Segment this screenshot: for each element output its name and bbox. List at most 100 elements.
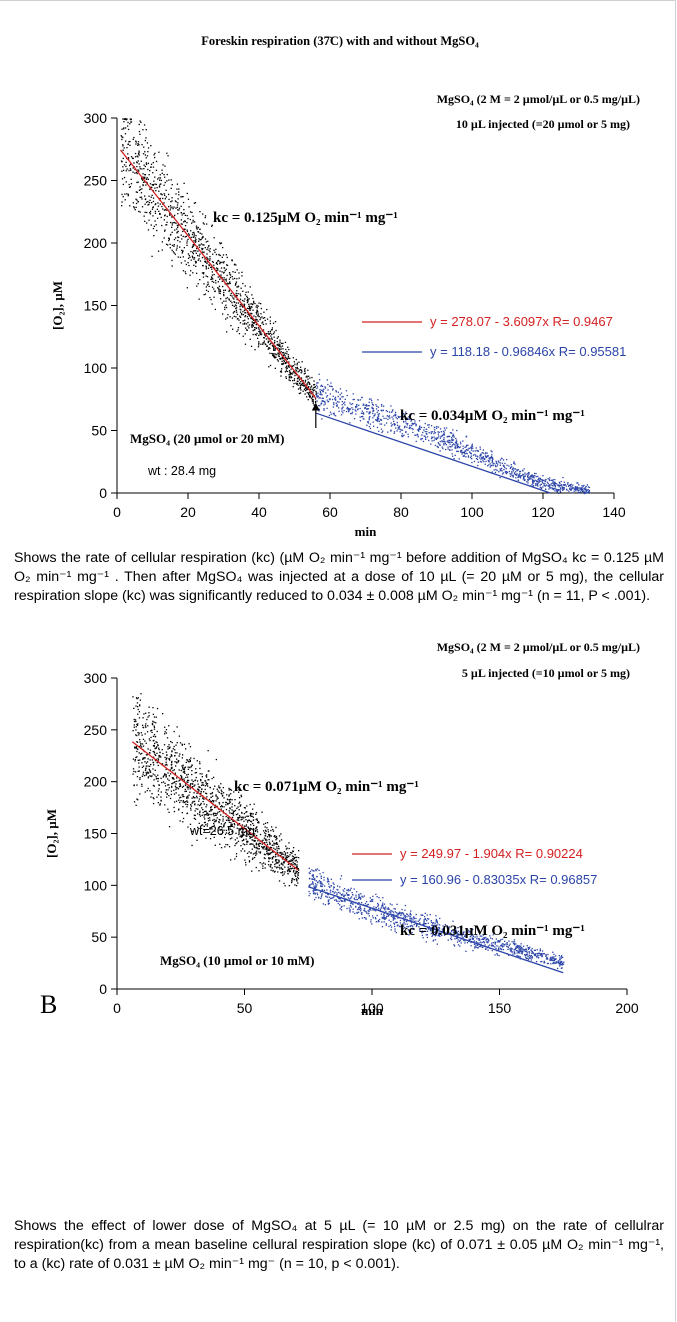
data-point (498, 954, 500, 957)
data-point (153, 728, 156, 730)
data-point (289, 854, 291, 856)
data-point (233, 298, 235, 300)
data-point (485, 456, 488, 459)
data-point (208, 264, 210, 266)
data-point (202, 276, 205, 278)
data-point (151, 202, 153, 204)
data-point (196, 788, 199, 790)
data-point (298, 392, 300, 395)
data-point (205, 266, 207, 268)
data-point (178, 236, 180, 239)
data-point (243, 825, 246, 827)
data-point (289, 860, 291, 862)
data-point (241, 824, 244, 826)
data-point (535, 476, 537, 478)
data-point (341, 899, 343, 902)
data-point (134, 771, 137, 773)
data-point (189, 766, 191, 769)
data-point (521, 469, 524, 471)
data-point (150, 163, 153, 165)
data-point (223, 293, 225, 296)
data-point (368, 915, 370, 917)
data-point (420, 914, 422, 916)
data-point (190, 804, 192, 806)
data-point (179, 797, 181, 799)
data-point (421, 930, 424, 932)
data-point (231, 276, 233, 278)
data-point (346, 406, 349, 409)
data-point (320, 877, 322, 879)
data-point (244, 322, 246, 324)
data-point (239, 828, 242, 830)
data-point (304, 369, 306, 371)
fit-line (120, 149, 317, 399)
data-point (299, 384, 301, 387)
data-point (122, 183, 124, 186)
data-point (479, 939, 481, 941)
data-point (293, 879, 296, 881)
data-point (274, 835, 276, 837)
data-point (587, 486, 590, 488)
data-point (153, 744, 155, 747)
data-point (318, 869, 320, 871)
data-point (549, 486, 551, 489)
data-point (352, 911, 354, 913)
data-point (202, 800, 204, 803)
data-point (292, 850, 294, 852)
data-point (128, 169, 130, 172)
data-point (213, 818, 215, 821)
data-point (227, 819, 229, 821)
data-point (401, 913, 403, 915)
data-point (154, 187, 156, 189)
data-point (341, 894, 343, 897)
data-point (429, 914, 431, 916)
data-point (339, 388, 342, 390)
data-point (169, 213, 171, 215)
data-point (282, 342, 284, 345)
data-point (220, 808, 222, 810)
data-point (192, 780, 194, 783)
data-point (150, 224, 152, 226)
data-point (153, 235, 155, 237)
data-point (135, 705, 137, 707)
data-point (283, 360, 285, 363)
data-point (451, 938, 453, 941)
data-point (150, 763, 152, 766)
data-point (249, 338, 251, 340)
data-point (385, 923, 387, 925)
data-point (478, 938, 480, 940)
data-point (425, 928, 427, 930)
data-point (157, 777, 159, 780)
data-point (282, 864, 284, 866)
data-point (242, 834, 244, 837)
data-point (482, 941, 485, 943)
data-point (276, 859, 278, 861)
data-point (181, 249, 183, 251)
data-point (391, 424, 393, 426)
data-point (273, 847, 275, 849)
data-point (527, 948, 530, 950)
data-point (237, 840, 240, 842)
data-point (402, 924, 404, 926)
data-point (234, 301, 236, 304)
data-point (217, 790, 219, 792)
data-point (202, 782, 204, 784)
data-point (137, 748, 139, 750)
data-point (342, 889, 344, 891)
data-point (586, 491, 588, 494)
data-point (168, 758, 171, 760)
data-point (182, 212, 184, 215)
data-point (581, 487, 584, 489)
data-point (369, 411, 371, 413)
data-point (307, 381, 309, 383)
data-point (295, 369, 297, 371)
data-point (256, 835, 258, 837)
data-point (242, 335, 244, 337)
data-point (377, 413, 379, 415)
data-point (507, 946, 509, 948)
data-point (512, 474, 514, 476)
data-point (432, 929, 434, 931)
data-point (363, 917, 365, 919)
data-point (292, 856, 295, 858)
data-point (295, 374, 298, 376)
